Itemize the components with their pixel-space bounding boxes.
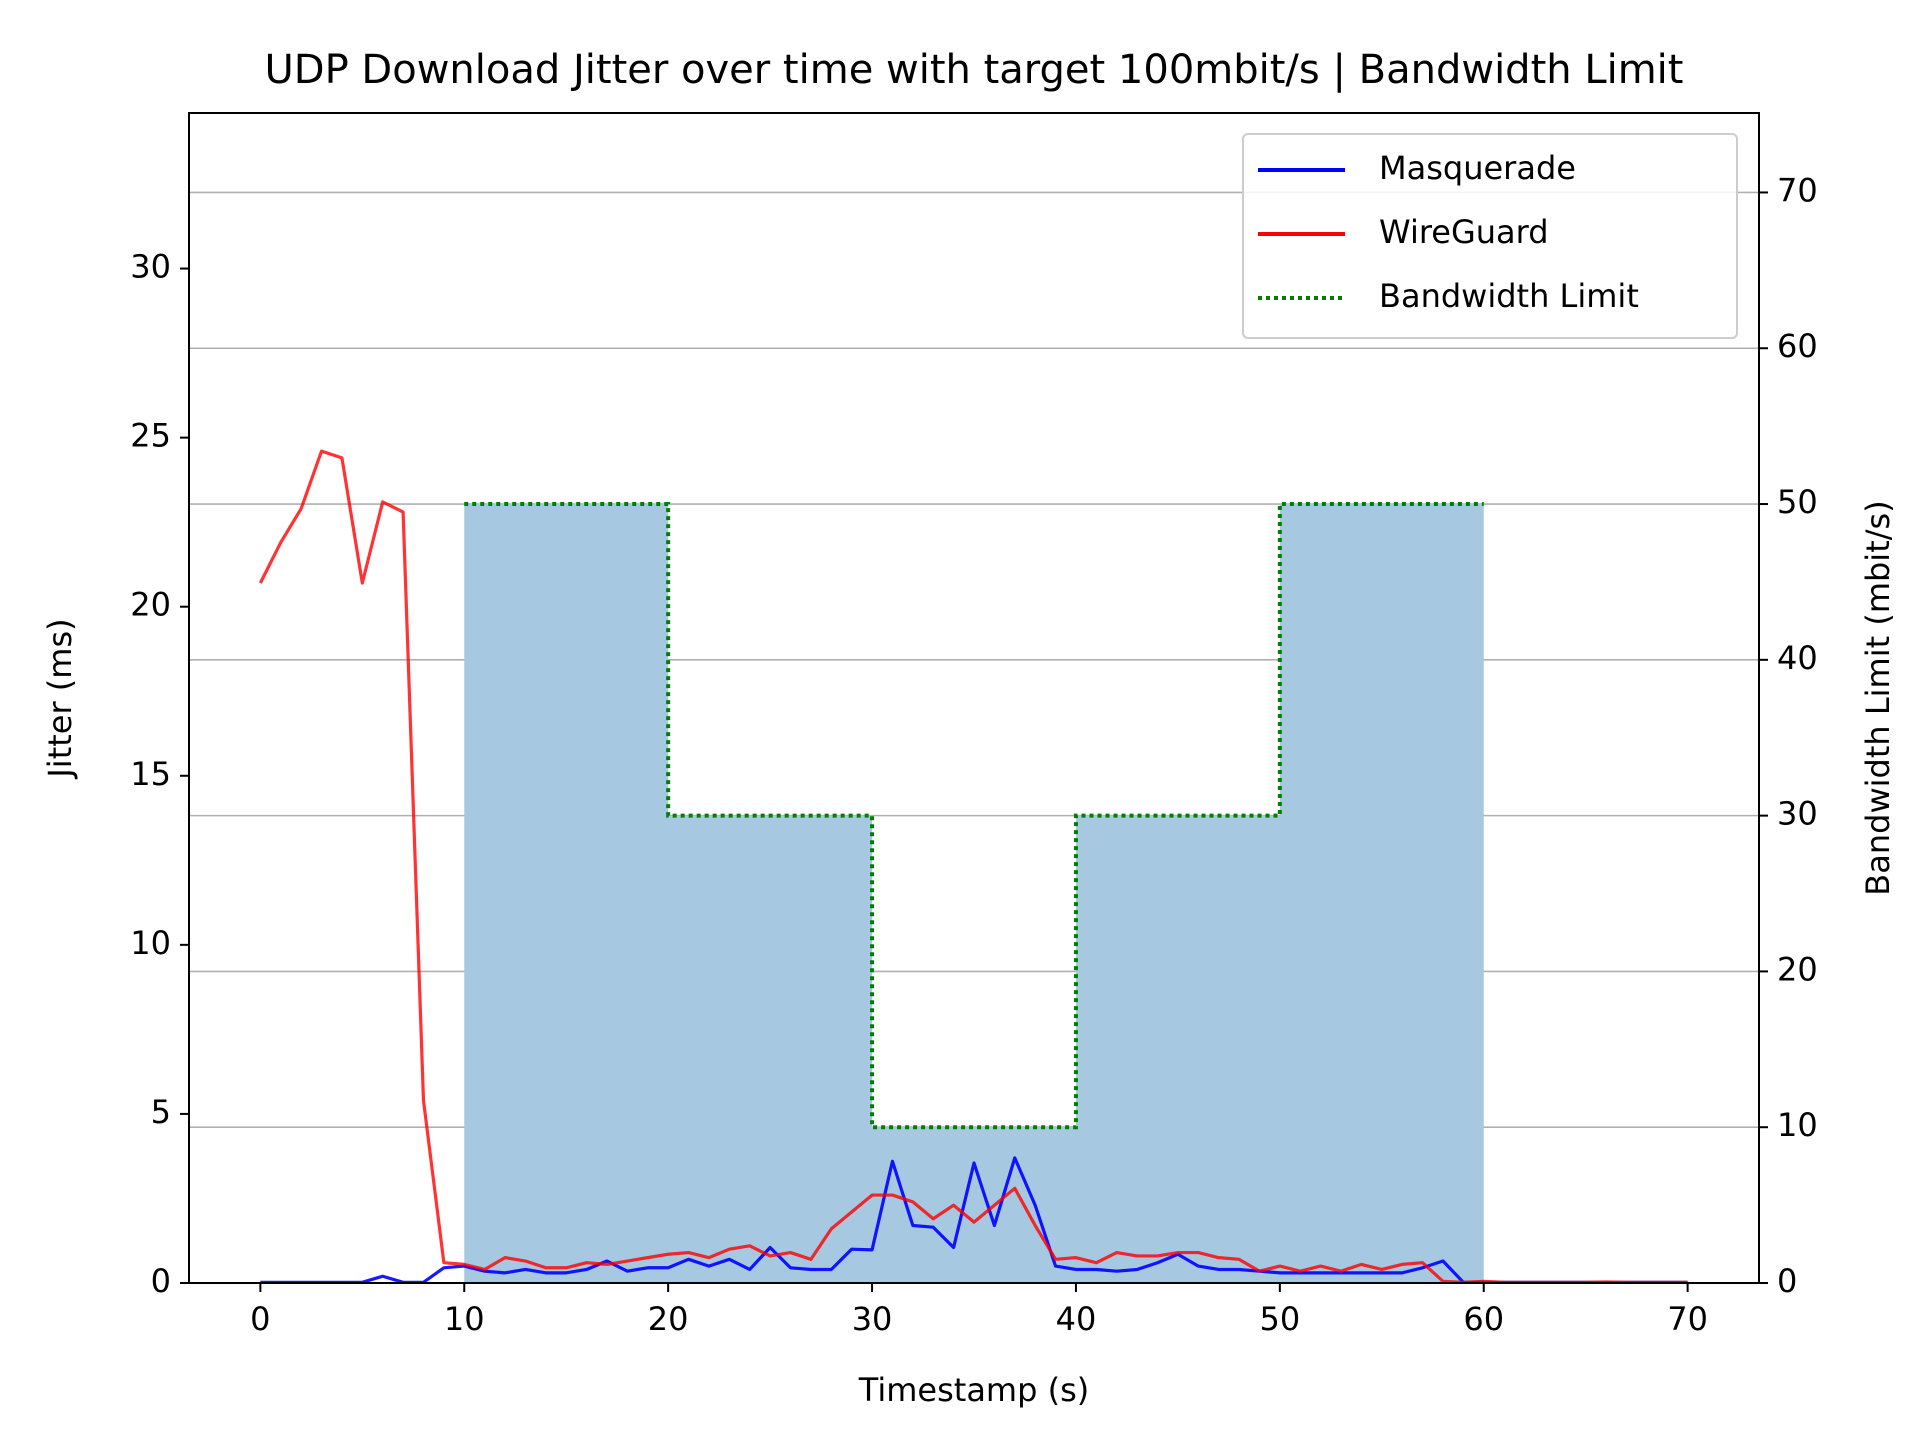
y2-tick-label: 10 bbox=[1777, 1106, 1818, 1144]
y2-axis-label: Bandwidth Limit (mbit/s) bbox=[1859, 500, 1897, 895]
y2-tick-label: 70 bbox=[1777, 171, 1818, 209]
x-tick-label: 70 bbox=[1667, 1300, 1708, 1338]
y2-tick-label: 30 bbox=[1777, 795, 1818, 833]
y2-tick-label: 60 bbox=[1777, 327, 1818, 365]
legend-label: WireGuard bbox=[1379, 213, 1549, 251]
line bbox=[260, 1156, 1688, 1284]
y2-tick-label: 50 bbox=[1777, 483, 1818, 521]
x-tick-label: 10 bbox=[444, 1300, 485, 1338]
legend-label: Bandwidth Limit bbox=[1379, 277, 1639, 315]
x-tick-label: 40 bbox=[1056, 1300, 1097, 1338]
x-tick-label: 60 bbox=[1463, 1300, 1504, 1338]
y-tick-label: 10 bbox=[130, 924, 171, 962]
y-tick-label: 15 bbox=[130, 755, 171, 793]
plot-frame bbox=[188, 112, 1760, 1284]
x-tick-label: 50 bbox=[1259, 1300, 1300, 1338]
x-tick-label: 0 bbox=[250, 1300, 270, 1338]
y-axis-label: Jitter (ms) bbox=[41, 618, 79, 779]
y2-tick-label: 40 bbox=[1777, 639, 1818, 677]
x-axis-label: Timestamp (s) bbox=[858, 1371, 1089, 1409]
y2-tick-label: 0 bbox=[1777, 1262, 1797, 1300]
area bbox=[464, 504, 1484, 1284]
y-tick-label: 5 bbox=[151, 1093, 171, 1131]
step-line bbox=[464, 502, 1484, 1130]
x-tick-label: 30 bbox=[852, 1300, 893, 1338]
x-tick-label: 20 bbox=[648, 1300, 689, 1338]
legend-label: Masquerade bbox=[1379, 149, 1576, 187]
line bbox=[258, 449, 1688, 1284]
y-tick-label: 0 bbox=[151, 1262, 171, 1300]
y-tick-label: 30 bbox=[130, 248, 171, 286]
legend-box bbox=[1242, 133, 1738, 339]
y-tick-label: 20 bbox=[130, 586, 171, 624]
y-tick-label: 25 bbox=[130, 417, 171, 455]
y2-tick-label: 20 bbox=[1777, 950, 1818, 988]
chart-title: UDP Download Jitter over time with targe… bbox=[265, 47, 1684, 93]
